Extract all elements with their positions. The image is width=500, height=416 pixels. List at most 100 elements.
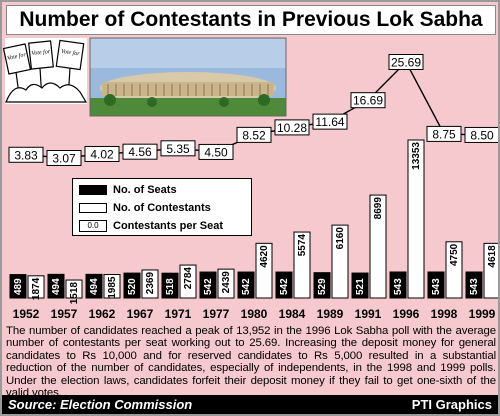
chart-legend: No. of Seats No. of Contestants 0.0 Conte… — [72, 178, 252, 236]
seats-value-label: 542 — [279, 278, 290, 295]
seats-bar — [389, 271, 407, 299]
legend-label-seats: No. of Seats — [113, 184, 177, 196]
contestants-bar — [445, 241, 463, 299]
contestants-value-label: 2784 — [183, 267, 194, 290]
ratio-value-label: 4.02 — [90, 147, 114, 161]
contestants-value-label: 8699 — [373, 197, 384, 220]
ratio-label-box — [46, 150, 82, 166]
seats-bar — [199, 271, 217, 299]
seats-value-label: 494 — [51, 278, 62, 295]
contestants-value-label: 4618 — [487, 245, 498, 268]
seats-value-label: 518 — [165, 278, 176, 295]
contestants-bar — [483, 242, 498, 299]
year-tick-label: 1980 — [241, 307, 268, 321]
seats-value-label: 542 — [241, 278, 252, 295]
seats-bar — [275, 271, 293, 299]
seats-bar — [161, 272, 179, 299]
ratio-value-label: 3.83 — [14, 148, 38, 162]
ratio-label-box — [160, 140, 196, 157]
year-tick-label: 1952 — [13, 307, 40, 321]
contestants-bar — [103, 274, 121, 299]
seats-bar — [313, 272, 331, 299]
year-tick-label: 1977 — [203, 307, 230, 321]
caption-text: The number of candidates reached a peak … — [6, 325, 496, 400]
contestants-bar — [65, 279, 83, 299]
ratio-label-box — [388, 54, 424, 70]
contestants-bar — [27, 275, 45, 299]
ratio-label-box — [350, 92, 386, 109]
seats-value-label: 543 — [469, 278, 480, 295]
year-tick-label: 1989 — [317, 307, 344, 321]
contestants-value-label: 1874 — [31, 277, 42, 300]
ratio-value-label: 5.35 — [166, 142, 190, 156]
seats-bar — [351, 272, 369, 299]
contestants-value-label: 2439 — [221, 271, 232, 294]
crowd-silhouette — [5, 82, 88, 103]
contestants-value-label: 1518 — [69, 282, 80, 305]
legend-item-seats: No. of Seats — [79, 183, 177, 197]
placard-1-text: Vote for — [7, 51, 28, 62]
year-tick-label: 1957 — [51, 307, 78, 321]
seats-bar — [47, 273, 65, 299]
placard-2-text: Vote for — [31, 48, 51, 57]
ratio-value-label: 8.52 — [242, 128, 266, 142]
seats-bar — [123, 272, 141, 299]
contestants-value-label: 1985 — [107, 276, 118, 299]
ratio-value-label: 4.56 — [128, 145, 152, 159]
year-tick-label: 1984 — [279, 307, 306, 321]
contestants-value-label: 4620 — [259, 245, 270, 268]
year-tick-label: 1991 — [355, 307, 382, 321]
contestants-value-label: 13353 — [411, 142, 422, 170]
year-tick-label: 1967 — [127, 307, 154, 321]
year-tick-label: 1999 — [469, 307, 496, 321]
footer-bar: Source: Election Commission PTI Graphics — [2, 395, 498, 414]
seats-value-label: 543 — [431, 278, 442, 295]
seats-value-label: 489 — [13, 278, 24, 295]
ratio-value-label: 8.75 — [432, 127, 456, 141]
ratio-label-box — [464, 126, 498, 143]
legend-item-contestants: No. of Contestants — [79, 201, 211, 215]
contestants-bar — [293, 231, 311, 299]
legend-label-contestants: No. of Contestants — [113, 202, 211, 214]
ratio-label-box — [274, 119, 310, 136]
parliament-photo — [89, 37, 287, 117]
year-tick-label: 1962 — [89, 307, 116, 321]
contestants-bar — [369, 194, 387, 299]
ratio-label-box — [198, 143, 234, 160]
seats-bar — [85, 273, 103, 299]
seats-bar — [427, 271, 445, 299]
contestants-value-label: 5574 — [297, 234, 308, 257]
year-tick-label: 1996 — [393, 307, 420, 321]
ratio-label-box — [426, 125, 462, 142]
year-labels-layer: 1952 1957 1962 1967 1971 1977 1980 1984 1989 1991… — [13, 307, 496, 321]
contestants-bar — [407, 139, 425, 299]
ratio-value-label: 10.28 — [277, 121, 307, 135]
ratio-value-label: 25.69 — [391, 56, 421, 70]
ratio-label-box — [84, 145, 120, 162]
contestants-value-label: 6160 — [335, 227, 346, 250]
voters-illustration: Vote for Vote for Vote for — [2, 38, 88, 104]
legend-item-per-seat: 0.0 Contestants per Seat — [79, 219, 223, 233]
year-tick-label: 1971 — [165, 307, 192, 321]
graphics-credit: PTI Graphics — [411, 397, 492, 412]
seats-value-label: 529 — [317, 278, 328, 295]
contestants-value-label: 4750 — [449, 243, 460, 266]
ratio-value-label: 4.50 — [204, 145, 228, 159]
ratio-value-label: 16.69 — [353, 94, 383, 108]
ratio-labels-layer: 3.83 3.07 4.02 4.56 5.35 4.50 8.52 10.28 11.64 16… — [8, 54, 498, 166]
ratio-value-label: 11.64 — [315, 115, 344, 129]
legend-swatch-seats — [79, 185, 107, 196]
placard-3-text: Vote for — [61, 48, 81, 58]
contestants-bar — [217, 268, 235, 299]
contestants-bar — [141, 269, 159, 299]
seats-value-label: 494 — [89, 278, 100, 295]
contestants-bar — [255, 242, 273, 299]
seats-bar — [237, 271, 255, 299]
year-tick-label: 1998 — [431, 307, 458, 321]
placard-1: Vote for — [2, 43, 32, 103]
ratio-label-box — [8, 146, 44, 163]
legend-label-per-seat: Contestants per Seat — [113, 220, 224, 232]
placard-2: Vote for — [28, 40, 54, 101]
